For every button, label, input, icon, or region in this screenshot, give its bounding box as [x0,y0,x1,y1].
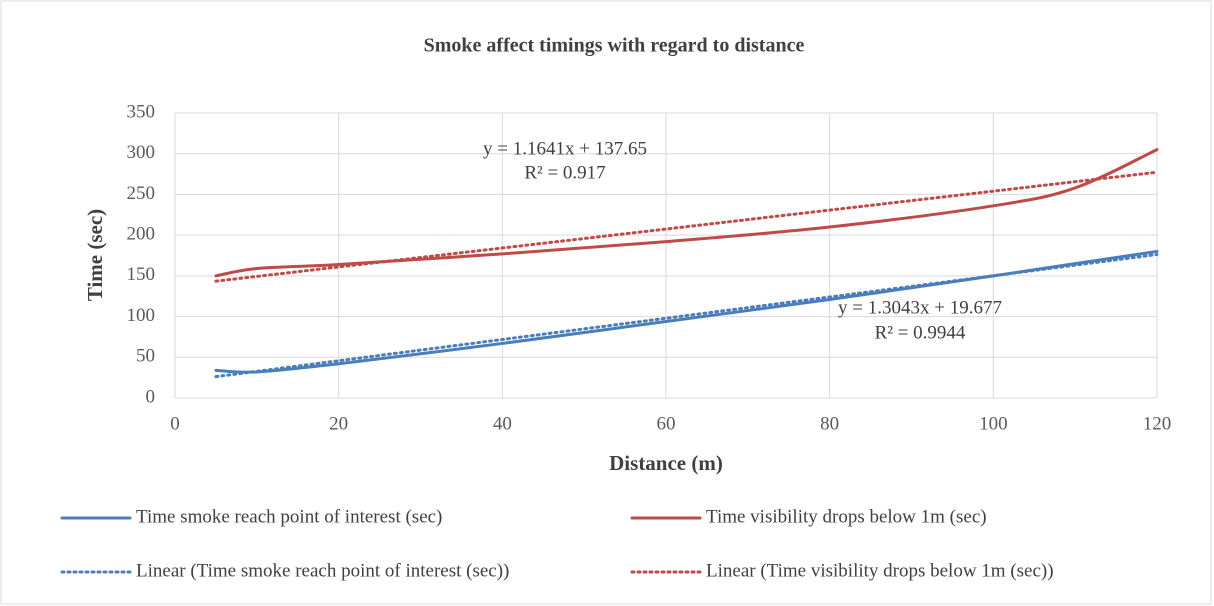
x-tick-label: 20 [329,413,348,434]
trendline-equation: R² = 0.917 [524,162,605,183]
x-tick-label: 100 [979,413,1008,434]
legend-label: Linear (Time visibility drops below 1m (… [706,560,1054,581]
y-tick-label: 0 [146,386,156,407]
y-tick-label: 200 [127,224,156,245]
x-tick-label: 40 [493,413,512,434]
x-axis-label: Distance (m) [609,451,723,475]
y-axis-label: Time (sec) [83,209,107,301]
legend-label: Time smoke reach point of interest (sec) [136,506,442,527]
legend-label: Time visibility drops below 1m (sec) [706,506,987,527]
y-tick-label: 150 [127,264,156,285]
x-tick-label: 80 [820,413,839,434]
y-tick-label: 100 [127,305,156,326]
y-tick-label: 300 [127,142,156,163]
series-line [214,148,1159,278]
trendline [214,170,1159,283]
trendline-equation: y = 1.1641x + 137.65 [483,138,647,159]
legend-label: Linear (Time smoke reach point of intere… [136,560,509,581]
y-tick-label: 350 [127,101,156,122]
x-tick-label: 120 [1143,413,1172,434]
trendline-equation: y = 1.3043x + 19.677 [838,297,1002,318]
chart-title: Smoke affect timings with regard to dist… [424,35,805,57]
x-tick-label: 0 [170,413,180,434]
y-tick-label: 50 [136,346,155,367]
trendline-equation: R² = 0.9944 [875,322,966,343]
y-tick-label: 250 [127,183,156,204]
x-tick-label: 60 [657,413,676,434]
trendline [214,253,1159,379]
